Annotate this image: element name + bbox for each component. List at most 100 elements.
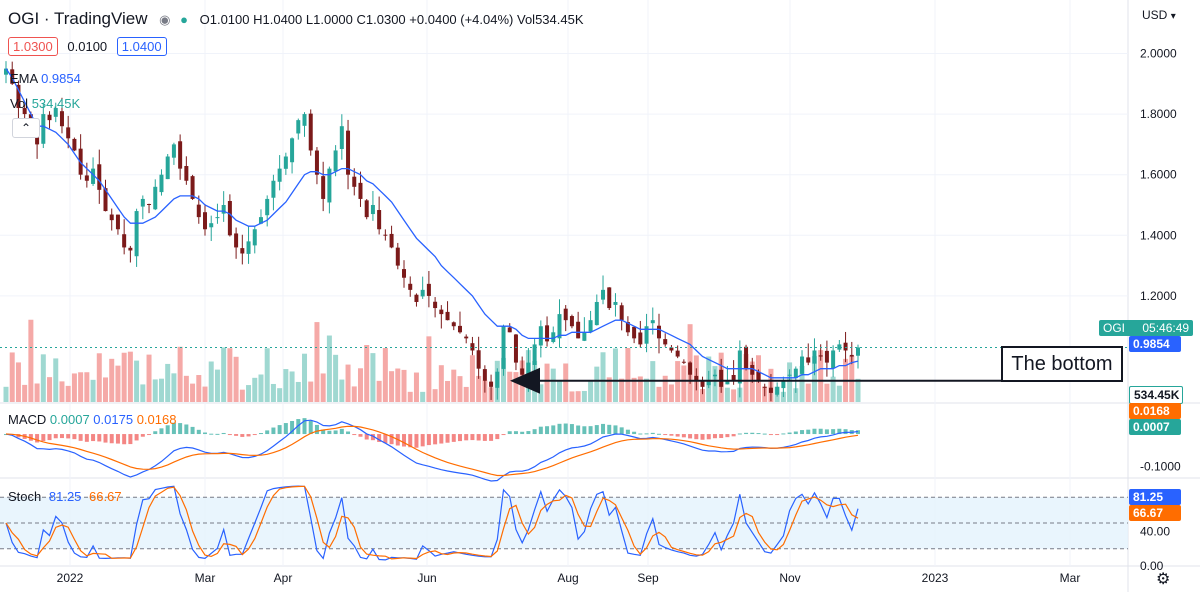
time-tick-label: Sep	[637, 571, 659, 585]
volume-bar	[787, 362, 793, 402]
macd-histogram-bar	[358, 434, 363, 437]
bid-box[interactable]: 1.0300	[8, 37, 58, 56]
macd-histogram-bar	[53, 434, 58, 439]
candle-body	[638, 332, 643, 345]
currency-selector[interactable]: USD ▾	[1142, 8, 1176, 22]
volume-bar	[413, 372, 419, 402]
macd-histogram-bar	[818, 428, 823, 435]
macd-histogram-bar	[165, 425, 170, 435]
stoch-k: 81.25	[48, 489, 82, 504]
macd-histogram-bar	[731, 434, 736, 437]
candle-body	[576, 321, 581, 339]
candle-body	[644, 326, 649, 344]
macd-histogram-bar	[402, 434, 407, 447]
candle-body	[731, 375, 736, 381]
volume-bar	[501, 357, 507, 402]
macd-histogram-bar	[296, 419, 301, 435]
time-tick-label: 2022	[57, 571, 84, 585]
ask-box[interactable]: 1.0400	[116, 37, 167, 56]
volume-bar	[314, 322, 320, 402]
macd-histogram-bar	[663, 434, 668, 436]
candle-body	[414, 294, 419, 302]
macd-histogram-bar	[302, 418, 307, 435]
macd-histogram-bar	[97, 434, 102, 442]
macd-histogram-bar	[669, 434, 674, 436]
macd-histogram-bar	[470, 434, 475, 441]
volume-bar	[556, 380, 562, 402]
stoch-label: Stoch	[8, 489, 42, 504]
macd-histogram-bar	[91, 434, 96, 442]
volume-bar	[606, 377, 612, 402]
volume-bar	[476, 375, 482, 402]
candle-body	[433, 301, 438, 309]
macd-label: MACD	[8, 412, 47, 427]
volume-bar	[302, 353, 308, 402]
candle-body	[4, 68, 8, 75]
candle-body	[700, 380, 705, 387]
stoch-k-tag: 81.25	[1129, 489, 1181, 505]
candle-body	[470, 343, 475, 351]
candle-body	[538, 326, 543, 346]
volume-bar	[799, 365, 805, 402]
macd-histogram-bar	[178, 423, 183, 435]
macd-line	[5, 419, 859, 482]
volume-bar	[22, 384, 28, 402]
candle-body	[737, 350, 742, 384]
candle-body	[134, 211, 139, 257]
candle-body	[408, 283, 413, 290]
macd-histogram-bar	[414, 434, 419, 448]
stoch-tick-label: 40.00	[1140, 525, 1170, 539]
eye-icon[interactable]: ◉	[159, 12, 171, 27]
candle-body	[557, 314, 562, 339]
candle-body	[495, 371, 500, 388]
macd-histogram-bar	[283, 423, 288, 435]
volume-bar	[407, 391, 413, 402]
volume-bar	[121, 352, 127, 402]
volume-bar	[600, 352, 606, 402]
macd-histogram-bar	[737, 433, 742, 435]
ema-tag: 0.9854	[1129, 336, 1181, 352]
candle-body	[632, 326, 637, 339]
volume-bar	[432, 389, 438, 402]
time-tick-label: Mar	[1060, 571, 1081, 585]
volume-bar	[34, 383, 40, 402]
volume-bar	[575, 391, 581, 402]
macd-histogram-bar	[240, 434, 245, 437]
volume-bar	[569, 391, 575, 402]
candle-body	[601, 289, 606, 300]
candle-body	[41, 114, 46, 144]
bid-ask-row: 1.0300 0.0100 1.0400	[8, 37, 167, 56]
volume-bar	[370, 353, 376, 402]
volume-bars	[3, 319, 861, 402]
time-tick-label: Nov	[779, 571, 800, 585]
volume-bar	[246, 385, 252, 402]
macd-v3: 0.0168	[136, 412, 177, 427]
vol-label: Vol	[10, 96, 29, 111]
macd-histogram-bar	[856, 430, 860, 435]
macd-histogram-bar	[439, 434, 444, 444]
settings-icon[interactable]: ⚙	[1156, 571, 1171, 588]
macd-histogram-bar	[837, 428, 842, 435]
candle-body	[569, 316, 574, 327]
macd-histogram-bar	[507, 431, 512, 435]
candle-body	[837, 344, 842, 350]
candle-body	[383, 234, 388, 236]
time-tick-label: Apr	[274, 571, 293, 585]
time-tick-label: Jun	[417, 571, 436, 585]
candle-body	[203, 212, 208, 230]
volume-bar	[364, 345, 370, 402]
stoch-band	[0, 496, 1128, 550]
macd-histogram-bar	[72, 434, 77, 440]
volume-bar	[563, 363, 569, 402]
macd-histogram-bar	[78, 434, 83, 441]
candle-body	[457, 325, 462, 333]
candle-body	[532, 344, 537, 366]
candle-body	[856, 347, 860, 356]
macd-histogram-bar	[482, 434, 487, 441]
candle-body	[283, 156, 288, 169]
collapse-icon[interactable]: ⌃	[12, 118, 40, 138]
axes: 2.0000 1.8000 1.6000 1.4000 1.2000 2022 Mar Apr…	[57, 46, 1181, 585]
candle-body	[103, 188, 108, 212]
volume-bar	[202, 386, 208, 402]
candle-body	[184, 166, 189, 181]
